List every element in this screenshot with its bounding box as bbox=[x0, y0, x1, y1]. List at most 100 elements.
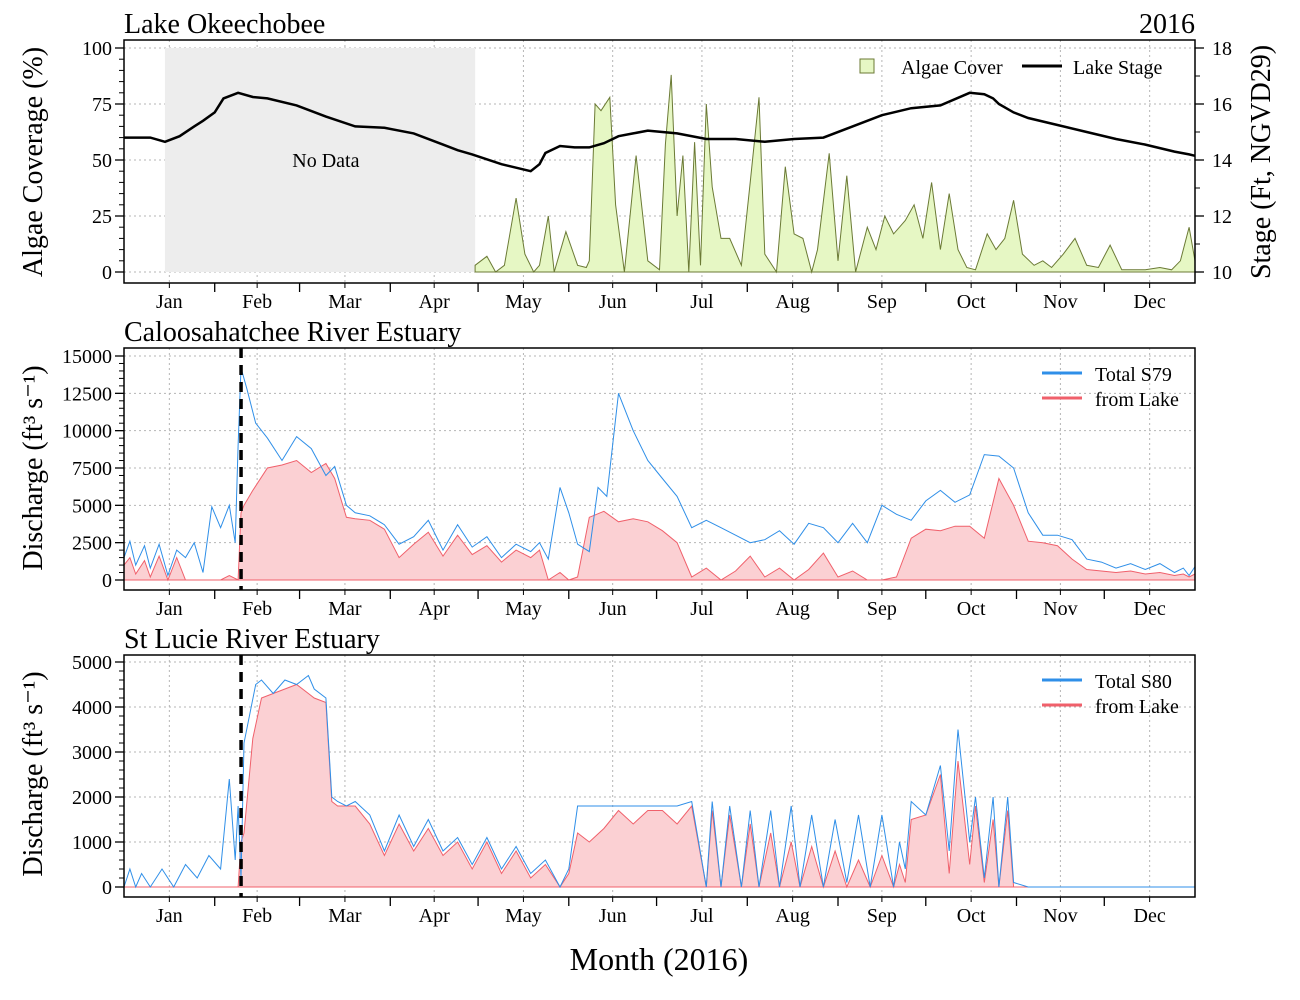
panel1-y-axis: 0 25 50 75 100 bbox=[82, 38, 124, 284]
x-tick-label: Feb bbox=[242, 598, 272, 620]
y-tick-label: 12500 bbox=[62, 383, 112, 405]
x-tick-label: Nov bbox=[1043, 291, 1077, 313]
y-tick-label: 7500 bbox=[72, 458, 112, 480]
panel1-legend: Algae Cover Lake Stage bbox=[859, 57, 1163, 79]
x-tick-label: Oct bbox=[957, 905, 986, 927]
total-s80-line bbox=[123, 674, 1195, 889]
y-tick-label: 5000 bbox=[72, 652, 112, 674]
panel1-ylabel: Algae Coverage (%) bbox=[18, 47, 49, 277]
y-tick-label: 3000 bbox=[72, 742, 112, 764]
x-tick-label: Apr bbox=[419, 291, 450, 313]
x-tick-label: Jan bbox=[156, 598, 183, 620]
y2-tick-label: 16 bbox=[1212, 94, 1232, 116]
panel2-frame bbox=[123, 347, 1196, 591]
y2-tick-label: 12 bbox=[1212, 206, 1232, 228]
panel3-title: St Lucie River Estuary bbox=[124, 624, 380, 655]
x-tick-label: Jul bbox=[690, 598, 714, 620]
panel3-frame bbox=[123, 654, 1196, 898]
panel1-year: 2016 bbox=[1139, 9, 1195, 40]
x-tick-label: Sep bbox=[867, 291, 897, 313]
panel1-x-axis: Jan Feb Mar Apr May Jun Jul Aug Sep Oct Nov Dec bbox=[156, 283, 1166, 313]
legend-algae-swatch bbox=[859, 58, 875, 74]
x-tick-label: Nov bbox=[1043, 905, 1077, 927]
x-tick-label: Nov bbox=[1043, 598, 1077, 620]
total-s79-line bbox=[123, 367, 1196, 578]
panel3-y-axis: 0 1000 2000 3000 4000 5000 bbox=[72, 652, 124, 899]
x-tick-label: Jan bbox=[156, 905, 183, 927]
y2-tick-label: 14 bbox=[1212, 150, 1232, 172]
panel1-y2-axis: 10 12 14 16 18 bbox=[1195, 38, 1232, 284]
panel2-legend: Total S79 from Lake bbox=[1042, 364, 1179, 411]
legend-stage-label: Lake Stage bbox=[1073, 57, 1163, 79]
y-tick-label: 10000 bbox=[62, 421, 112, 443]
panel3-x-axis: Jan Feb Mar Apr May Jun Jul Aug Sep Oct Nov Dec bbox=[156, 897, 1166, 927]
y-tick-label: 2500 bbox=[72, 533, 112, 555]
legend-lake-label: from Lake bbox=[1095, 696, 1179, 718]
x-tick-label: Jun bbox=[599, 598, 627, 620]
y-tick-label: 75 bbox=[92, 94, 112, 116]
x-tick-label: Feb bbox=[242, 905, 272, 927]
x-tick-label: Jan bbox=[156, 291, 183, 313]
y-tick-label: 5000 bbox=[72, 495, 112, 517]
x-tick-label: Dec bbox=[1134, 598, 1166, 620]
x-tick-label: Dec bbox=[1134, 905, 1166, 927]
y-tick-label: 0 bbox=[102, 877, 112, 899]
panel2-x-axis: Jan Feb Mar Apr May Jun Jul Aug Sep Oct Nov Dec bbox=[156, 590, 1166, 620]
panel1-frame bbox=[123, 39, 1196, 284]
panel-st-lucie: St Lucie River Estuary Discharge (ft³ s⁻… bbox=[18, 624, 1196, 927]
y2-tick-label: 10 bbox=[1212, 262, 1232, 284]
x-tick-label: Jul bbox=[690, 291, 714, 313]
panel-caloosahatchee: Caloosahatchee River Estuary Discharge (… bbox=[18, 317, 1196, 620]
y2-tick-label: 18 bbox=[1212, 38, 1232, 60]
x-tick-label: Aug bbox=[775, 598, 809, 620]
panel3-legend: Total S80 from Lake bbox=[1042, 671, 1179, 718]
x-tick-label: Jun bbox=[599, 905, 627, 927]
x-tick-label: Sep bbox=[867, 905, 897, 927]
x-tick-label: May bbox=[505, 291, 542, 313]
x-axis-title: Month (2016) bbox=[570, 941, 749, 977]
x-tick-label: May bbox=[505, 905, 542, 927]
y-tick-label: 1000 bbox=[72, 832, 112, 854]
panel-lake-okeechobee: Lake Okeechobee 2016 Algae Coverage (%) … bbox=[18, 9, 1277, 313]
y-tick-label: 0 bbox=[102, 262, 112, 284]
x-tick-label: Sep bbox=[867, 598, 897, 620]
y-tick-label: 4000 bbox=[72, 697, 112, 719]
panel3-ylabel: Discharge (ft³ s⁻¹) bbox=[18, 671, 49, 876]
x-tick-label: Apr bbox=[419, 905, 450, 927]
no-data-region bbox=[164, 48, 476, 272]
from-lake-area bbox=[124, 683, 1195, 889]
legend-total-s80-label: Total S80 bbox=[1095, 671, 1172, 693]
x-tick-label: Mar bbox=[328, 291, 362, 313]
y-tick-label: 100 bbox=[82, 38, 112, 60]
y-tick-label: 25 bbox=[92, 206, 112, 228]
x-tick-label: Aug bbox=[775, 291, 809, 313]
panel2-title: Caloosahatchee River Estuary bbox=[124, 317, 461, 348]
x-tick-label: Aug bbox=[775, 905, 809, 927]
y-tick-label: 0 bbox=[102, 570, 112, 592]
x-tick-label: Mar bbox=[328, 905, 362, 927]
x-tick-label: Feb bbox=[242, 291, 272, 313]
x-tick-label: May bbox=[505, 598, 542, 620]
y-tick-label: 15000 bbox=[62, 346, 112, 368]
algae-cover-area bbox=[474, 74, 1196, 274]
x-tick-label: Dec bbox=[1134, 291, 1166, 313]
x-tick-label: Mar bbox=[328, 598, 362, 620]
x-tick-label: Apr bbox=[419, 598, 450, 620]
from-lake-area bbox=[123, 459, 1196, 582]
lake-stage-line bbox=[124, 91, 1196, 173]
panel2-y-axis: 0 2500 5000 7500 10000 12500 15000 bbox=[62, 346, 124, 592]
x-tick-label: Oct bbox=[957, 598, 986, 620]
y-tick-label: 50 bbox=[92, 150, 112, 172]
x-tick-label: Oct bbox=[957, 291, 986, 313]
panel1-y2label: Stage (Ft, NGVD29) bbox=[1246, 45, 1277, 279]
panel1-title: Lake Okeechobee bbox=[124, 9, 325, 40]
legend-lake-label: from Lake bbox=[1095, 389, 1179, 411]
legend-algae-label: Algae Cover bbox=[901, 57, 1003, 79]
x-tick-label: Jul bbox=[690, 905, 714, 927]
x-tick-label: Jun bbox=[599, 291, 627, 313]
y-tick-label: 2000 bbox=[72, 787, 112, 809]
no-data-annotation: No Data bbox=[292, 150, 359, 172]
panel2-ylabel: Discharge (ft³ s⁻¹) bbox=[18, 365, 49, 570]
legend-total-s79-label: Total S79 bbox=[1095, 364, 1172, 386]
